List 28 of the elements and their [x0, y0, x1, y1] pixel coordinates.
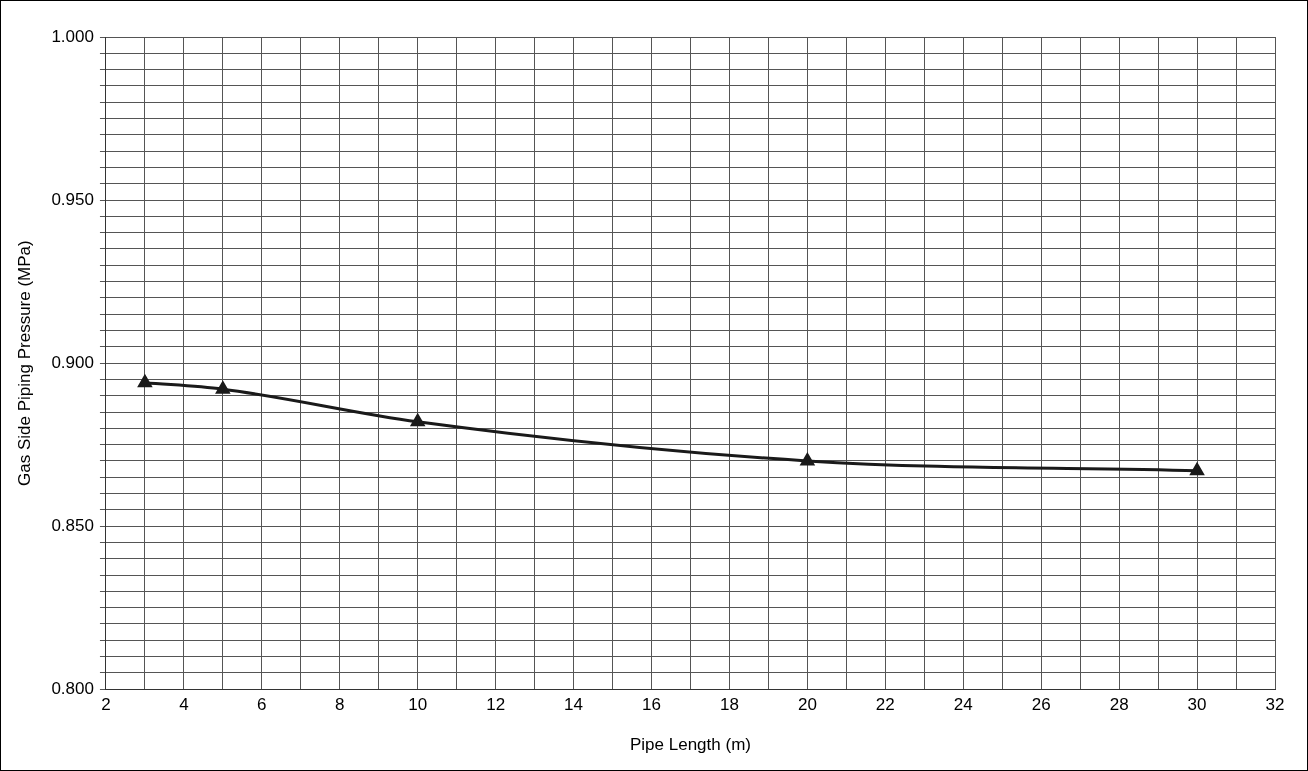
x-tick-label: 12	[486, 695, 506, 715]
x-tick-label: 30	[1187, 695, 1207, 715]
x-tick-label: 4	[179, 695, 189, 715]
x-tick-label: 10	[408, 695, 428, 715]
y-tick-label: 1.000	[51, 26, 94, 46]
point	[138, 375, 152, 388]
x-tick-label: 14	[564, 695, 584, 715]
point	[1190, 463, 1204, 476]
point	[800, 453, 815, 466]
x-tick-label: 6	[257, 695, 267, 715]
y-tick-label: 0.950	[51, 189, 94, 209]
x-tick-label: 24	[953, 695, 973, 715]
y-tick-label: 0.800	[51, 678, 94, 698]
x-tick-label: 26	[1031, 695, 1051, 715]
y-axis-title: Gas Side Piping Pressure (MPa)	[14, 240, 34, 486]
x-tick-label: 18	[719, 695, 739, 715]
x-tick-label: 22	[875, 695, 895, 715]
x-axis-title: Pipe Length (m)	[629, 735, 751, 755]
x-tick-label: 28	[1109, 695, 1129, 715]
x-tick-label: 8	[335, 695, 345, 715]
point	[410, 414, 425, 427]
y-tick-label: 0.850	[51, 515, 94, 535]
x-tick-label: 16	[642, 695, 661, 715]
x-tick-label: 32	[1265, 695, 1285, 715]
x-tick-label: 20	[797, 695, 817, 715]
x-tick-label: 2	[101, 695, 111, 715]
y-tick-label: 0.900	[51, 352, 94, 372]
point	[216, 381, 230, 394]
